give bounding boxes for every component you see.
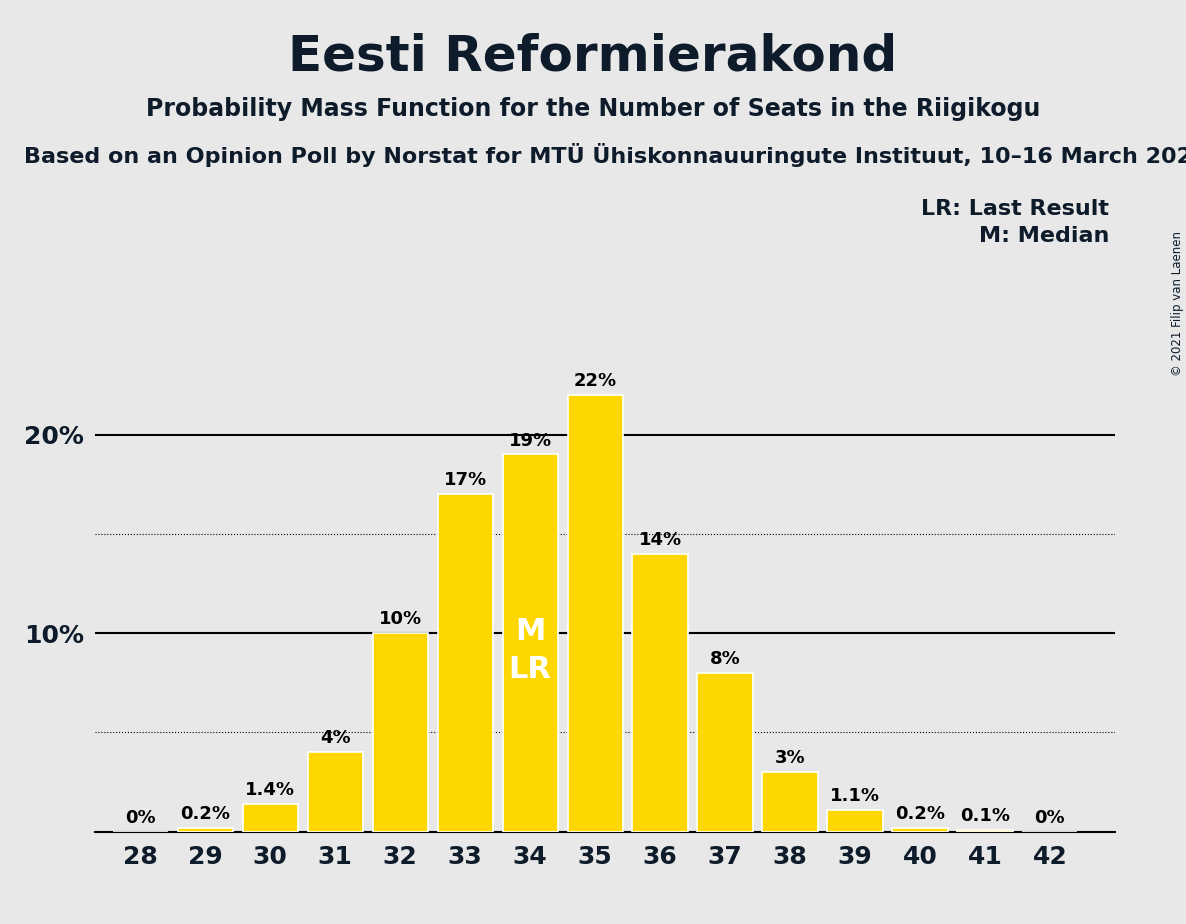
Bar bbox=[957, 830, 1013, 832]
Bar bbox=[568, 395, 623, 832]
Text: LR: Last Result: LR: Last Result bbox=[920, 199, 1109, 219]
Text: 22%: 22% bbox=[574, 372, 617, 390]
Text: 19%: 19% bbox=[509, 432, 551, 449]
Bar bbox=[503, 455, 557, 832]
Bar bbox=[632, 553, 688, 832]
Text: 1.4%: 1.4% bbox=[246, 781, 295, 799]
Text: © 2021 Filip van Laenen: © 2021 Filip van Laenen bbox=[1172, 231, 1184, 376]
Bar bbox=[307, 752, 363, 832]
Text: 10%: 10% bbox=[378, 610, 422, 628]
Text: Based on an Opinion Poll by Norstat for MTÜ Ühiskonnauuringute Instituut, 10–16 : Based on an Opinion Poll by Norstat for … bbox=[24, 143, 1186, 167]
Text: 0.1%: 0.1% bbox=[959, 807, 1010, 824]
Bar bbox=[438, 494, 493, 832]
Bar bbox=[243, 804, 298, 832]
Bar bbox=[372, 633, 428, 832]
Text: 4%: 4% bbox=[320, 729, 351, 748]
Text: 17%: 17% bbox=[444, 471, 486, 489]
Text: 8%: 8% bbox=[709, 650, 740, 668]
Bar bbox=[178, 828, 232, 832]
Text: 0%: 0% bbox=[1034, 808, 1065, 827]
Text: 14%: 14% bbox=[638, 530, 682, 549]
Bar bbox=[697, 673, 753, 832]
Text: 3%: 3% bbox=[774, 749, 805, 767]
Text: M: Median: M: Median bbox=[978, 226, 1109, 247]
Text: 0.2%: 0.2% bbox=[180, 805, 230, 822]
Bar bbox=[763, 772, 817, 832]
Text: 1.1%: 1.1% bbox=[830, 787, 880, 805]
Bar bbox=[892, 828, 948, 832]
Bar bbox=[828, 809, 882, 832]
Text: 0%: 0% bbox=[125, 808, 155, 827]
Text: Eesti Reformierakond: Eesti Reformierakond bbox=[288, 32, 898, 80]
Text: 0.2%: 0.2% bbox=[895, 805, 945, 822]
Text: M
LR: M LR bbox=[509, 617, 551, 684]
Text: Probability Mass Function for the Number of Seats in the Riigikogu: Probability Mass Function for the Number… bbox=[146, 97, 1040, 121]
